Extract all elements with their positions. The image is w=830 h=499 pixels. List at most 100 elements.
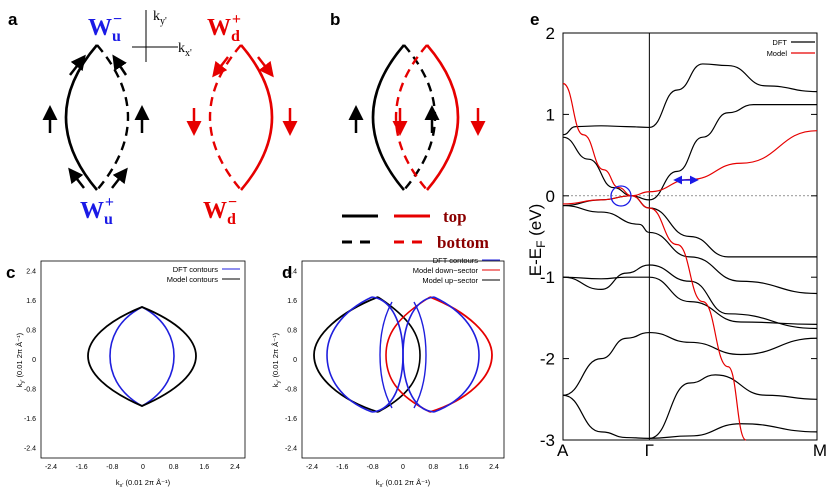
legend-bottom-label: bottom	[437, 233, 489, 252]
kx-axis-label: kx'	[178, 41, 192, 59]
panel_d-ytick: 0.8	[287, 328, 297, 335]
legend-top-label: top	[443, 207, 467, 226]
panel_d-ytick: 0	[293, 357, 297, 364]
e-ytick-label: 2	[546, 24, 555, 43]
e-band-dft-0	[562, 125, 650, 136]
d-model-down-sector	[429, 296, 493, 413]
panel_c-ytick: 2.4	[26, 269, 36, 276]
b-black-dashed	[403, 44, 437, 191]
panel-label-d: d	[282, 263, 292, 282]
e-band-model-11	[562, 82, 818, 197]
e-legend-model: Model	[767, 49, 788, 58]
panel_d-ytick: -2.4	[285, 446, 297, 453]
panel_d-xtick: 0.8	[428, 464, 438, 471]
e-band-dft-2	[649, 104, 817, 201]
panel-label-e: e	[530, 10, 539, 29]
panel_c-xtick: 2.4	[230, 464, 240, 471]
c-xlabel: kx' (0.01 2π Å⁻¹)	[116, 478, 171, 489]
e-band-dft-3	[649, 63, 818, 129]
panel_c-ytick: 1.6	[26, 298, 36, 305]
e-dirac-circle	[610, 185, 632, 207]
panel-label-a: a	[8, 10, 18, 29]
e-xtick-label: A	[557, 441, 569, 460]
arrow-top-left	[69, 54, 86, 76]
panel-c: 2.4 1.6 0.8 0 -0.8 -1.6 -2.4 -2.4 -1.6 -0.8 0 0.8 1…	[15, 260, 246, 489]
panel_c-xtick: -1.6	[76, 464, 88, 471]
label-wu-minus: Wu−	[88, 11, 122, 45]
d-ylabel: ky' (0.01 2π Å⁻¹)	[271, 332, 282, 387]
d-model-up-sector-inner	[377, 296, 421, 413]
e-ylabel: E-EF (eV)	[526, 204, 548, 277]
b-red-dashed	[394, 44, 428, 191]
panel_d-xtick: -0.8	[367, 464, 379, 471]
e-band-dft-6	[562, 276, 818, 326]
panel_c-ytick: -2.4	[24, 446, 36, 453]
d-model-down-sector-inner	[385, 296, 431, 413]
e-band-dft-9	[562, 394, 818, 439]
e-band-dft-5	[562, 204, 818, 295]
c-dft-contour	[109, 306, 175, 407]
panel-e: 2 1 0 -1 -2 -3 A Γ M DFT Model E-EF (eV)	[526, 24, 827, 460]
panel_d-xtick: -1.6	[336, 464, 348, 471]
label-wd-minus: Wd−	[203, 194, 237, 228]
panel_c-xtick: -0.8	[106, 464, 118, 471]
arrow-bottom-left	[68, 167, 85, 189]
d-dft-contour-inner	[379, 301, 427, 409]
c-legend-model: Model contours	[167, 275, 219, 284]
c-ylabel: ky' (0.01 2π Å⁻¹)	[15, 332, 26, 387]
panel_d-ytick: 2.4	[287, 269, 297, 276]
panel_c-ytick: -1.6	[24, 416, 36, 423]
lens-up-solid	[64, 44, 98, 191]
d-dft-contour-right	[402, 296, 480, 413]
panel_d-xtick: 1.6	[459, 464, 469, 471]
panel-d: 2.4 1.6 0.8 0 -0.8 -1.6 -2.4 -2.4 -1.6 -0.8 0 0.8 1…	[271, 256, 505, 489]
ky-axis-label: ky'	[153, 9, 167, 27]
e-frame	[562, 32, 818, 441]
arrow-red-top-right	[257, 56, 274, 78]
panel-b: top bottom	[342, 44, 489, 252]
c-model-contour	[87, 306, 197, 407]
label-wd-plus: Wd+	[207, 11, 241, 45]
arrow-bottom-right	[111, 167, 128, 189]
e-xtick-label: Γ	[645, 441, 654, 460]
panel_c-xtick: 1.6	[199, 464, 209, 471]
e-ytick-label: 0	[546, 187, 555, 206]
arrow-red-top-left	[212, 56, 229, 78]
panel_c-xtick: -2.4	[45, 464, 57, 471]
arrow-top-right	[112, 54, 128, 76]
lens-up-dashed	[96, 44, 130, 191]
b-red-solid	[426, 44, 460, 191]
panel_d-xtick: 2.4	[489, 464, 499, 471]
e-band-dft-7	[562, 264, 818, 330]
e-ytick-label: -3	[540, 431, 555, 450]
panel-label-c: c	[6, 263, 15, 282]
c-legend-dft: DFT contours	[173, 265, 219, 274]
e-band-dft-10	[649, 374, 818, 439]
e-band-dft-1	[562, 136, 650, 201]
d-legend-down: Model down−sector	[413, 266, 479, 275]
panel_d-xtick: -2.4	[306, 464, 318, 471]
e-ytick-label: -2	[540, 350, 555, 369]
d-dft-contour-left	[326, 296, 404, 413]
d-xlabel: kx' (0.01 2π Å⁻¹)	[376, 478, 431, 489]
e-ytick-label: 1	[546, 105, 555, 124]
panel_d-xtick: 0	[401, 464, 405, 471]
panel_c-xtick: 0	[141, 464, 145, 471]
label-wu-plus: Wu+	[80, 194, 114, 228]
e-band-dft-8	[562, 331, 818, 396]
panel-label-b: b	[330, 10, 340, 29]
e-band-model-12	[562, 195, 747, 441]
panel_d-ytick: -0.8	[285, 387, 297, 394]
panel_c-ytick: 0.8	[26, 328, 36, 335]
panel_c-xtick: 0.8	[169, 464, 179, 471]
b-black-solid	[371, 44, 405, 191]
d-legend-up: Model up−sector	[422, 276, 478, 285]
e-band-dft-4	[562, 195, 817, 258]
lens-down-dashed	[208, 44, 242, 191]
e-ytick-label: -1	[540, 268, 555, 287]
panel_d-ytick: 1.6	[287, 298, 297, 305]
e-legend-dft: DFT	[772, 38, 787, 47]
panel-a: Wu− Wu+ Wd+ Wd− ky' kx'	[42, 9, 298, 228]
panel_c-ytick: 0	[32, 357, 36, 364]
